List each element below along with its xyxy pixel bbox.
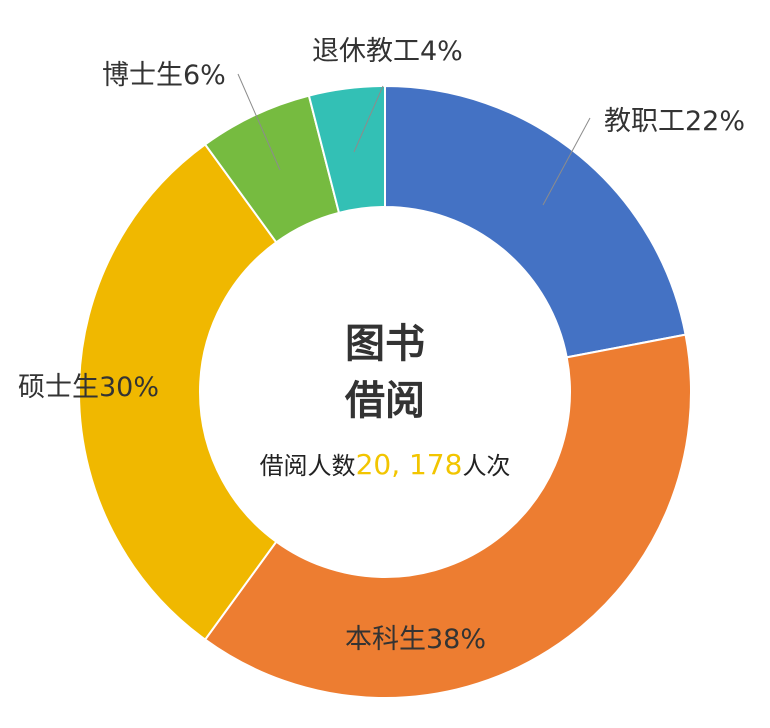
slice-label-1: 教职工22% [604, 106, 745, 137]
center-title-line1: 图书 [345, 321, 425, 367]
slice-2 [203, 333, 692, 699]
leader-line-5 [353, 85, 384, 153]
center-caption: 借阅人数20, 178人次 [260, 448, 511, 481]
slice-1 [384, 84, 687, 359]
caption-prefix: 借阅人数 [260, 452, 356, 480]
leader-line-4 [237, 73, 281, 171]
slice-labels-group: 教职工22% 本科生38% 硕士生30% 博士生6% 退休教工4% [18, 36, 745, 655]
caption-suffix: 人次 [462, 452, 510, 480]
leader-lines-group [237, 73, 591, 206]
leader-line-1 [542, 117, 591, 206]
caption-value: 20, 178 [356, 448, 463, 481]
slice-label-3: 硕士生30% [18, 372, 159, 403]
slice-3 [78, 143, 278, 641]
slice-label-4: 博士生6% [102, 60, 226, 91]
center-text: 图书 借阅 借阅人数20, 178人次 [260, 321, 511, 481]
center-title-line2: 借阅 [344, 378, 425, 424]
slice-label-2: 本科生38% [345, 624, 486, 655]
slices-group [78, 84, 692, 699]
slice-label-5: 退休教工4% [312, 36, 463, 67]
slice-5 [307, 84, 386, 215]
